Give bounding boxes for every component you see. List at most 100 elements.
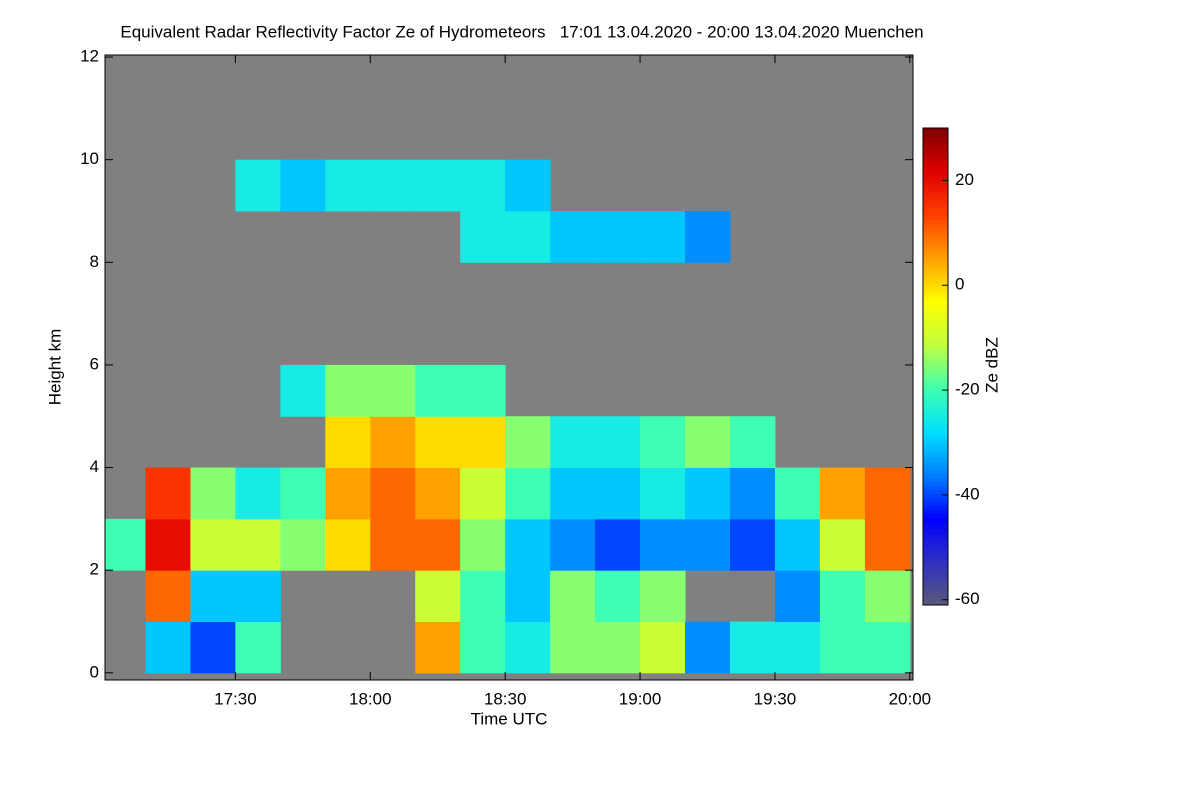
colorbar-swatch [923, 354, 948, 360]
colorbar-swatch [923, 457, 948, 463]
colorbar-swatch [923, 362, 948, 367]
colorbar-swatch [923, 259, 948, 264]
colorbar-swatch [923, 151, 948, 157]
colorbar-swatch [923, 561, 948, 566]
heatmap-cell [774, 570, 821, 623]
colorbar-swatch [923, 318, 948, 324]
colorbar-swatch [923, 163, 948, 169]
colorbar-swatch [923, 155, 948, 161]
colorbar-swatch [923, 330, 948, 336]
y-tick-label: 10 [80, 149, 99, 168]
heatmap-cell [505, 159, 551, 212]
heatmap-cell [325, 159, 371, 212]
heatmap-cell [280, 159, 326, 212]
heatmap-cell [145, 467, 191, 520]
heatmap-cell [864, 621, 911, 674]
heatmap-cell [415, 364, 461, 417]
colorbar-swatch [923, 438, 948, 443]
colorbar-swatch [923, 346, 948, 352]
colorbar-swatch [923, 585, 948, 590]
heatmap-cell [370, 467, 416, 520]
colorbar-swatch [923, 191, 948, 197]
heatmap-cell [145, 570, 191, 623]
colorbar-swatch [923, 350, 948, 356]
heatmap-cell [819, 621, 866, 674]
heatmap-cell [460, 210, 506, 263]
colorbar-swatch [923, 446, 948, 451]
colorbar-swatch [923, 263, 948, 268]
colorbar-swatch [923, 207, 948, 212]
colorbar-tick-label: 0 [955, 275, 964, 294]
colorbar-swatch [923, 370, 948, 375]
colorbar-swatch [923, 537, 948, 542]
colorbar-swatch [923, 553, 948, 558]
heatmap-cell [685, 621, 731, 674]
colorbar-swatch [923, 326, 948, 332]
colorbar-swatch [923, 358, 948, 364]
heatmap-cell [550, 518, 596, 571]
y-axis-label: Height km [45, 329, 64, 406]
heatmap-cell [235, 159, 281, 212]
colorbar-swatch [923, 338, 948, 344]
colorbar-swatch [923, 175, 948, 181]
heatmap-cell [460, 570, 506, 623]
colorbar-swatch [923, 306, 948, 312]
colorbar-swatch [923, 334, 948, 340]
heatmap-cell [415, 416, 461, 469]
x-tick-label: 20:00 [889, 689, 932, 708]
y-tick-label: 4 [90, 457, 99, 476]
colorbar-swatch [923, 418, 948, 423]
heatmap-cell [105, 518, 146, 571]
x-axis-label: Time UTC [471, 709, 548, 728]
colorbar-swatch [923, 465, 948, 471]
colorbar-swatch [923, 390, 948, 395]
colorbar-swatch [923, 505, 948, 511]
colorbar-swatch [923, 227, 948, 232]
heatmap-cell [595, 570, 641, 623]
heatmap-cell [190, 570, 236, 623]
y-tick-label: 6 [90, 354, 99, 373]
colorbar-swatch [923, 493, 948, 499]
heatmap-cell [145, 518, 191, 571]
heatmap-cell [460, 467, 506, 520]
heatmap-cell [729, 518, 776, 571]
heatmap-cell [774, 621, 821, 674]
plot-frame [104, 54, 914, 681]
x-tick-label: 17:30 [214, 689, 257, 708]
colorbar-swatch [923, 453, 948, 459]
colorbar-swatch [923, 247, 948, 252]
colorbar-swatch [923, 298, 948, 304]
heatmap-cell [819, 467, 866, 520]
colorbar-swatch [923, 597, 948, 602]
colorbar-swatch [923, 481, 948, 487]
heatmap-cell [370, 364, 416, 417]
colorbar-swatch [923, 557, 948, 562]
heatmap-cell [280, 518, 326, 571]
heatmap-cell [640, 518, 686, 571]
heatmap-cell [460, 416, 506, 469]
colorbar-swatch [923, 187, 948, 193]
heatmap-cell [235, 621, 281, 674]
x-tick-label: 19:30 [754, 689, 797, 708]
colorbar-swatch [923, 406, 948, 411]
heatmap-cell [595, 416, 641, 469]
heatmap-cell [864, 518, 911, 571]
colorbar-swatch [923, 402, 948, 407]
heatmap-cell [595, 621, 641, 674]
colorbar-swatch [923, 529, 948, 534]
heatmap-cell [325, 416, 371, 469]
x-tick-label: 18:30 [484, 689, 527, 708]
colorbar-swatch [923, 489, 948, 495]
heatmap-cell [640, 467, 686, 520]
colorbar-label: Ze dBZ [982, 337, 1001, 393]
colorbar-swatch [923, 183, 948, 189]
colorbar-swatch [923, 243, 948, 248]
colorbar-swatch [923, 473, 948, 479]
heatmap-cell [415, 621, 461, 674]
colorbar-swatch [923, 517, 948, 523]
colorbar-swatch [923, 414, 948, 419]
x-tick-label: 19:00 [619, 689, 662, 708]
heatmap-cell [415, 467, 461, 520]
colorbar-swatch [923, 279, 948, 284]
